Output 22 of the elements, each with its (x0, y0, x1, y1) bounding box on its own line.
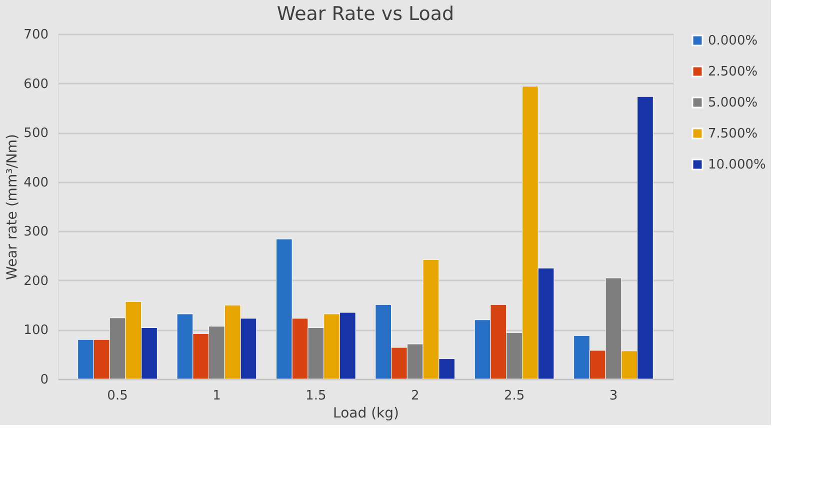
legend-label: 5.000% (708, 96, 758, 110)
x-tick-label: 0.5 (107, 388, 128, 404)
x-tick-label: 1 (212, 388, 221, 404)
y-tick-label: 300 (24, 224, 48, 240)
y-tick-label: 200 (24, 274, 48, 289)
x-axis-title: Load (kg) (333, 406, 399, 422)
legend-label: 2.500% (708, 64, 758, 80)
y-tick-label: 400 (24, 175, 48, 190)
legend-label: 7.500% (708, 126, 758, 142)
y-tick-label: 600 (24, 76, 48, 92)
y-tick-label: 500 (24, 126, 48, 142)
x-tick-label: 2 (410, 388, 420, 404)
legend-label: 10.000% (708, 158, 766, 172)
y-tick-label: 100 (24, 323, 48, 338)
x-tick-label: 3 (609, 388, 618, 404)
y-tick-label: 700 (24, 28, 48, 42)
legend-label: 0.000% (708, 34, 758, 48)
y-tick-label: 0 (40, 372, 48, 388)
y-axis-title: Wear rate (mm³/Nm) (4, 134, 21, 280)
chart-title: Wear Rate vs Load (276, 3, 454, 25)
x-tick-label: 1.5 (306, 388, 326, 404)
x-tick-label: 2.5 (504, 388, 525, 404)
